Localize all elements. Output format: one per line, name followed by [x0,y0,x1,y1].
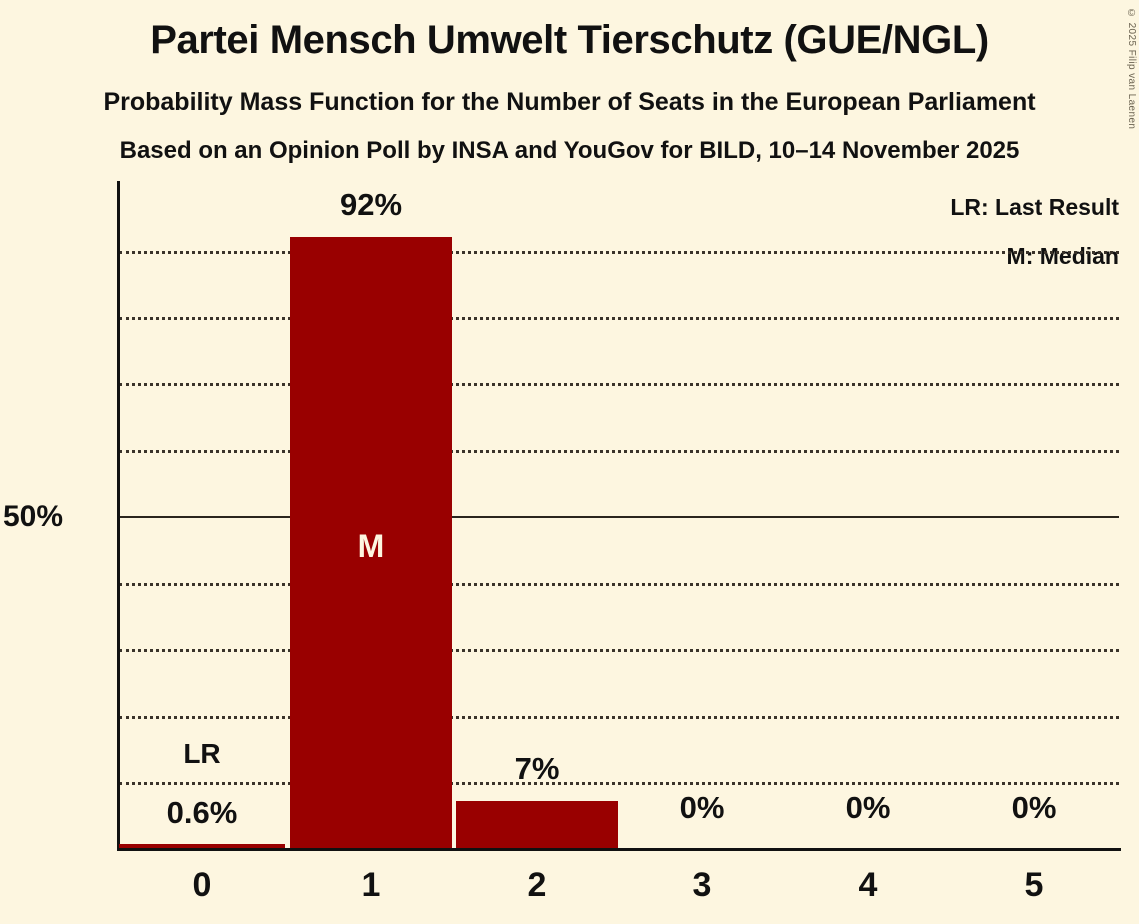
value-label-1: 92% [339,187,403,222]
x-axis-tick-0: 0 [192,866,212,904]
value-label-2: 7% [514,751,560,786]
copyright-notice: © 2025 Filip van Laenen [1126,8,1137,130]
bar-2[interactable] [456,801,618,848]
gridline-20 [119,716,1119,719]
gridline-50 [119,516,1119,518]
median-marker: M [357,528,385,564]
gridline-80 [119,317,1119,320]
value-label-5: 0% [1011,790,1057,825]
legend-item-last-result: LR: Last Result [950,194,1119,220]
gridline-10 [119,782,1119,785]
x-axis-tick-2: 2 [527,866,547,904]
gridline-40 [119,583,1119,586]
value-label-4: 0% [845,790,891,825]
x-axis-tick-4: 4 [858,866,878,904]
x-axis-tick-3: 3 [692,866,712,904]
value-label-3: 0% [679,790,725,825]
y-axis-line [117,181,120,851]
chart-legend: LR: Last Result M: Median [950,183,1119,281]
gridline-60 [119,450,1119,453]
y-axis-tick-label-50: 50% [2,500,63,533]
bar-1[interactable] [290,237,452,848]
chart-title: Partei Mensch Umwelt Tierschutz (GUE/NGL… [150,18,989,62]
legend-item-median: M: Median [1006,243,1119,269]
bar-0[interactable] [119,844,285,848]
chart-subtitle-primary: Probability Mass Function for the Number… [103,88,1036,116]
x-axis-tick-1: 1 [361,866,381,904]
value-label-0: 0.6% [166,795,238,830]
last-result-marker: LR [183,738,221,769]
gridline-90 [119,251,1119,254]
x-axis-tick-5: 5 [1024,866,1044,904]
chart-subtitle-source: Based on an Opinion Poll by INSA and You… [119,137,1020,164]
gridline-30 [119,649,1119,652]
gridline-70 [119,383,1119,386]
x-axis-line [117,848,1121,851]
